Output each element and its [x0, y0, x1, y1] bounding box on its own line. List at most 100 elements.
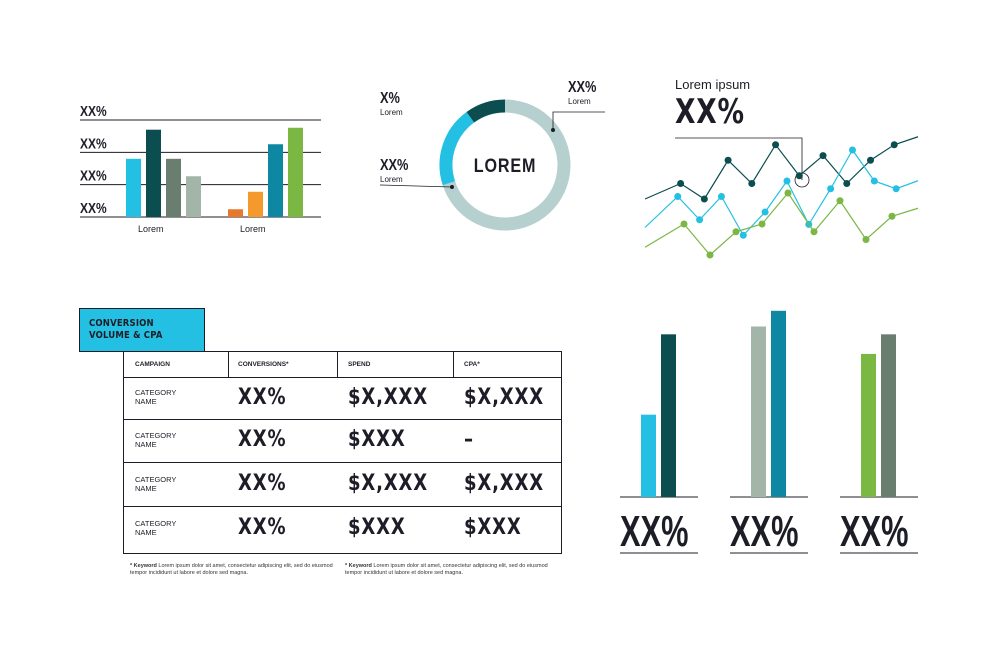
- data-point: [867, 156, 875, 164]
- data-point: [717, 193, 725, 200]
- footnote-1: * Keyword Lorem ipsum dolor sit amet, co…: [130, 563, 345, 577]
- data-point: [783, 177, 791, 185]
- bar: [881, 334, 896, 497]
- bar: [861, 353, 876, 497]
- data-point: [739, 231, 747, 239]
- bar: [186, 176, 201, 217]
- table-row-3-cpa: $X,XXX: [464, 471, 544, 496]
- table-row-2-category: CATEGORY NAME: [135, 431, 177, 449]
- data-point: [862, 236, 870, 243]
- donut-callout-sublabel: Lorem: [380, 108, 403, 117]
- data-point: [843, 180, 851, 187]
- donut-callout-value: XX%: [380, 157, 409, 175]
- bar: [126, 158, 141, 217]
- footnote-1-text: Lorem ipsum dolor sit amet, consectetur …: [130, 563, 333, 576]
- table-row-4-category: CATEGORY NAME: [135, 519, 177, 537]
- bar-group-label: XX%: [620, 508, 688, 557]
- table-row-3-conversions: XX%: [238, 471, 287, 496]
- table-row-1-spend: $X,XXX: [348, 385, 428, 410]
- data-point: [836, 197, 844, 205]
- data-point: [732, 228, 740, 236]
- series-line: [644, 136, 919, 200]
- line-chart: [644, 136, 919, 259]
- table-row-2-cpa: –: [464, 427, 474, 452]
- y-tick-label: XX%: [80, 103, 107, 120]
- col-header-spend: SPEND: [348, 361, 371, 368]
- table-row-4-spend: $XXX: [348, 515, 406, 540]
- callout-line: [379, 184, 453, 188]
- data-point: [784, 189, 792, 197]
- bar: [641, 414, 656, 497]
- table-row-2-spend: $XXX: [348, 427, 406, 452]
- footnote-2-keyword: * Keyword: [345, 563, 372, 569]
- table-row-1-conversions: XX%: [238, 385, 287, 410]
- data-point: [870, 177, 878, 185]
- table-row-4-cpa: $XXX: [464, 515, 522, 540]
- bar: [166, 158, 181, 217]
- donut-slice: [466, 99, 506, 123]
- table-row-1-cpa: $X,XXX: [464, 385, 544, 410]
- data-point: [680, 220, 688, 228]
- y-tick-label: XX%: [80, 200, 107, 217]
- donut-callout-value: X%: [380, 90, 400, 108]
- callout-dot: [551, 128, 555, 132]
- table-row-2-conversions: XX%: [238, 427, 287, 452]
- callout-dot: [450, 185, 454, 189]
- data-point: [700, 195, 708, 203]
- donut-callout-value: XX%: [568, 79, 597, 97]
- line-chart-title: Lorem ipsum: [675, 77, 751, 92]
- data-point: [892, 185, 900, 193]
- data-point: [888, 212, 896, 220]
- y-tick-label: XX%: [80, 135, 107, 152]
- bar: [268, 144, 283, 217]
- footnote-2-text: Lorem ipsum dolor sit amet, consectetur …: [345, 563, 548, 576]
- col-header-campaign: CAMPAIGN: [135, 361, 170, 368]
- table-row-4-conversions: XX%: [238, 515, 287, 540]
- data-point: [890, 141, 898, 149]
- data-point: [758, 220, 766, 228]
- line-chart-headline: XX%: [675, 92, 745, 132]
- callout-line: [552, 111, 605, 130]
- x-tick-label: Lorem: [240, 224, 266, 234]
- bar: [146, 129, 161, 217]
- bar-group-label: XX%: [840, 508, 908, 557]
- callout-line: [675, 137, 803, 180]
- table-row-1-category: CATEGORY NAME: [135, 388, 177, 406]
- data-point: [677, 180, 685, 187]
- bar: [771, 310, 786, 497]
- donut-slice: [442, 99, 571, 231]
- data-point: [827, 185, 835, 193]
- table-title: CONVERSION VOLUME & CPA: [89, 318, 163, 341]
- footnote-2: * Keyword Lorem ipsum dolor sit amet, co…: [345, 563, 560, 577]
- data-point: [706, 251, 714, 259]
- table-title-badge: CONVERSION VOLUME & CPA: [79, 308, 205, 352]
- bar: [248, 191, 263, 217]
- bar: [751, 326, 766, 497]
- conversion-table: CAMPAIGN CONVERSIONS* SPEND CPA* CATEGOR…: [123, 351, 562, 554]
- y-tick-label: XX%: [80, 167, 107, 184]
- data-point: [761, 208, 769, 216]
- data-point: [848, 146, 856, 154]
- donut-callout-sublabel: Lorem: [380, 175, 403, 184]
- bar-chart-2: XX% XX% XX%: [620, 310, 918, 557]
- table-row-3-category: CATEGORY NAME: [135, 475, 177, 493]
- donut-callout-sublabel: Lorem: [568, 97, 591, 106]
- bar-chart-1: XX% XX% XX% XX% Lorem Lorem: [80, 103, 321, 234]
- data-point: [724, 156, 732, 164]
- col-header-cpa: CPA*: [464, 361, 480, 368]
- data-point: [819, 152, 827, 160]
- data-point: [696, 216, 704, 224]
- col-header-conversions: CONVERSIONS*: [238, 361, 289, 368]
- bar: [661, 334, 676, 497]
- bar-group-label: XX%: [730, 508, 798, 557]
- data-point: [748, 180, 756, 187]
- x-tick-label: Lorem: [138, 224, 164, 234]
- data-point: [810, 228, 818, 236]
- data-point: [674, 193, 682, 200]
- table-row-3-spend: $X,XXX: [348, 471, 428, 496]
- footnote-1-keyword: * Keyword: [130, 563, 157, 569]
- donut-slice: [439, 112, 475, 186]
- bar: [288, 127, 303, 217]
- data-point: [795, 172, 803, 180]
